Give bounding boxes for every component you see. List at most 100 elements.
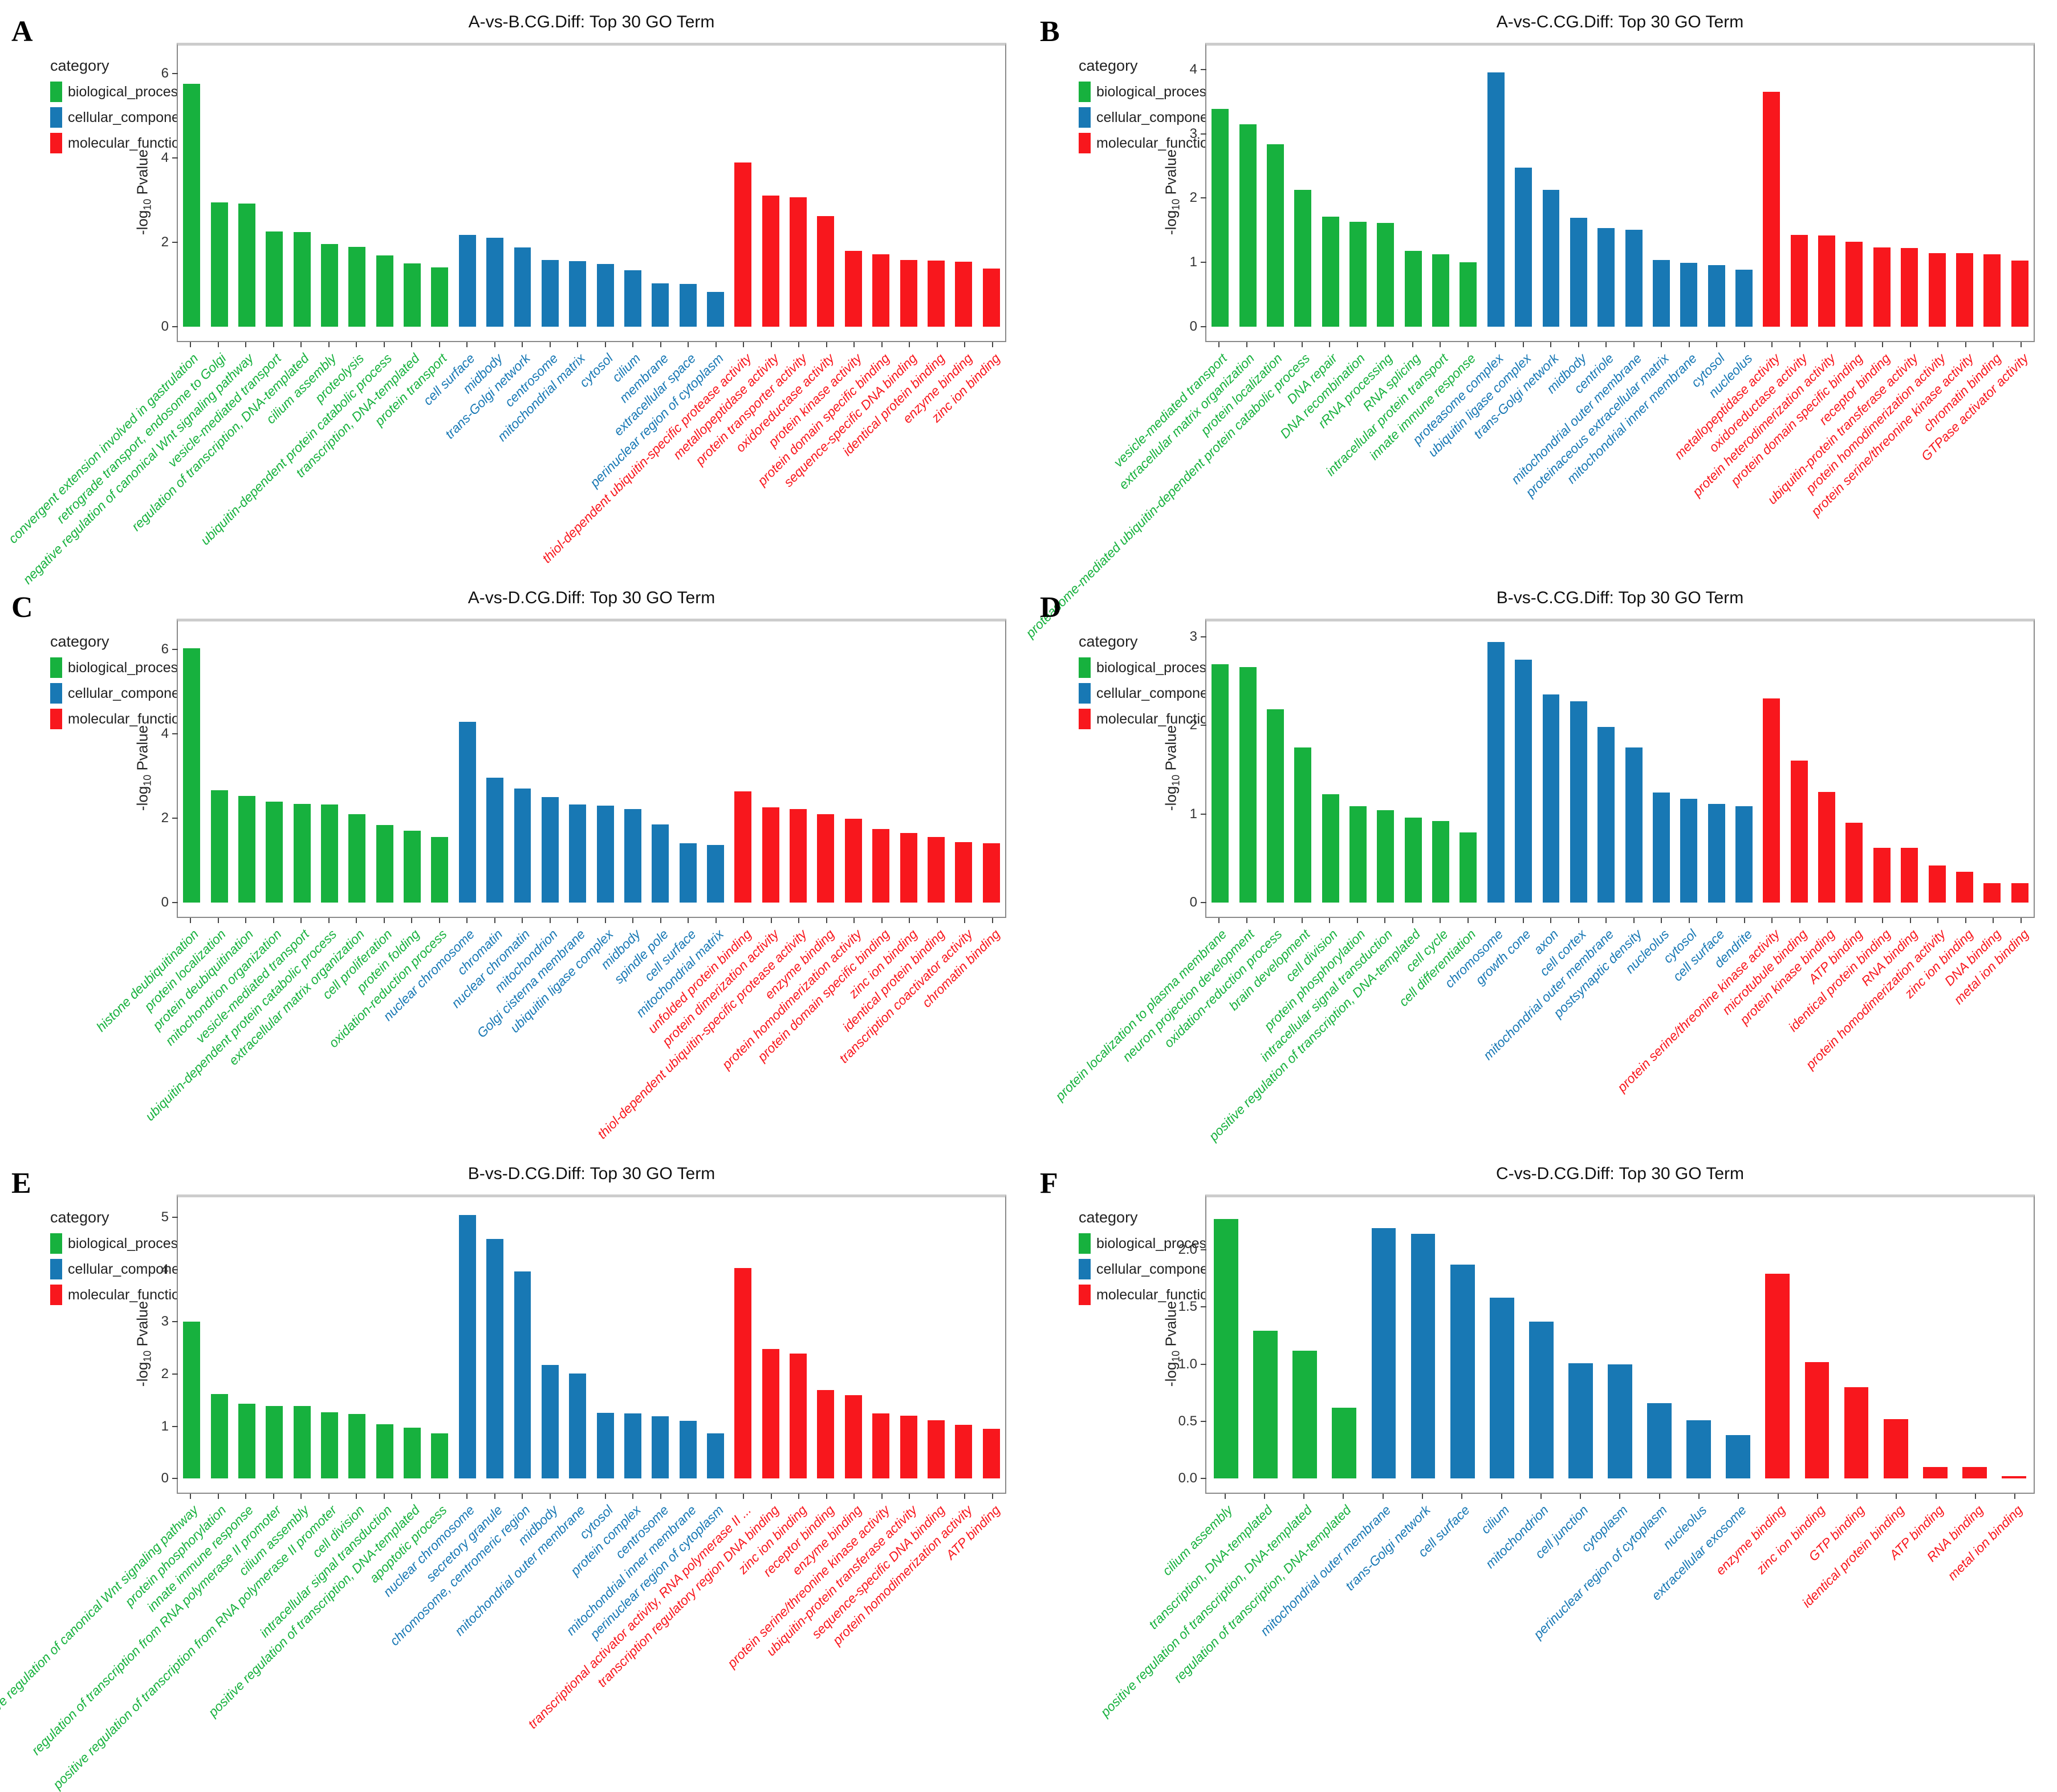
x-tick-slot <box>592 1494 620 1500</box>
bar-slot <box>288 630 315 903</box>
x-tick-mark <box>770 918 772 923</box>
x-tick-slot <box>1561 1494 1600 1500</box>
legend-item: cellular_component <box>50 107 192 128</box>
x-tick-mark <box>217 342 219 347</box>
legend-item: cellular_component <box>50 683 192 704</box>
x-tick-mark <box>1661 342 1662 347</box>
y-tick-label: 2 <box>1189 717 1197 733</box>
x-tick-slot <box>1510 342 1538 348</box>
plot-box: 0 2 4 6 <box>161 43 1006 342</box>
x-tick-slot <box>177 1494 205 1500</box>
bar <box>1625 229 1643 327</box>
bar-slot <box>895 630 922 903</box>
x-tick-mark <box>245 342 247 347</box>
legend: category biological_process cellular_comp… <box>50 633 192 734</box>
y-tick: 3 <box>1190 629 1206 645</box>
bar-slot <box>481 630 509 903</box>
x-tick-mark <box>991 918 993 923</box>
bar <box>1515 660 1532 903</box>
x-tick-mark <box>909 342 910 347</box>
bar <box>1489 1298 1514 1478</box>
bar <box>1253 1331 1278 1478</box>
bar <box>183 1321 201 1478</box>
x-tick-slot <box>1316 918 1344 924</box>
bar <box>844 250 862 327</box>
y-tick-mark <box>1201 1249 1206 1251</box>
x-tick-mark <box>383 918 385 923</box>
y-tick-label: 1 <box>1189 806 1197 822</box>
bar <box>1956 253 1973 327</box>
y-tick: 1.0 <box>1178 1356 1206 1372</box>
x-tick-mark <box>964 918 966 923</box>
legend: category biological_process cellular_comp… <box>50 1209 192 1310</box>
bar <box>1292 1350 1318 1478</box>
legend-title: category <box>50 1209 109 1226</box>
x-tick-mark <box>217 1494 219 1499</box>
bar-slot <box>784 630 812 903</box>
plot-box: 0 1 2 3 <box>1190 619 2035 918</box>
bar-slot <box>674 630 701 903</box>
x-tick-mark <box>688 342 689 347</box>
legend-item: molecular_function <box>50 709 192 729</box>
bar <box>514 247 531 327</box>
y-tick: 3 <box>161 1314 178 1330</box>
bar <box>762 195 779 327</box>
bar-slot <box>1840 630 1868 903</box>
bar <box>1349 222 1367 327</box>
bar <box>1680 263 1698 327</box>
bar <box>955 1424 973 1478</box>
x-tick-slot <box>1758 342 1786 348</box>
x-tick-mark <box>1882 918 1884 923</box>
x-tick-mark <box>245 918 247 923</box>
x-tick-mark <box>438 918 440 923</box>
x-tick-mark <box>1777 1494 1779 1499</box>
bar <box>238 795 255 903</box>
bar <box>982 268 1000 327</box>
legend-item: molecular_function <box>1079 709 1220 729</box>
bar <box>486 237 504 327</box>
x-tick-slot <box>398 1494 426 1500</box>
bar-slot <box>812 630 839 903</box>
x-tick-slot <box>785 918 813 924</box>
bar-slot <box>288 1206 315 1478</box>
x-tick-mark <box>1716 342 1718 347</box>
x-tick-mark <box>1301 342 1303 347</box>
x-tick-mark <box>632 1494 634 1499</box>
x-tick-slot <box>1648 342 1676 348</box>
y-tick: 3 <box>1190 126 1206 142</box>
x-tick-slot <box>619 342 647 348</box>
bar <box>376 824 393 903</box>
x-tick-slot <box>453 918 481 924</box>
x-tick-slot <box>840 342 868 348</box>
bar-slot <box>1400 54 1427 327</box>
y-tick: 1.5 <box>1178 1299 1206 1315</box>
y-tick: 0.0 <box>1178 1470 1206 1486</box>
bar-slot <box>1730 54 1758 327</box>
x-tick-slot <box>1592 918 1620 924</box>
bar-slot <box>757 630 784 903</box>
y-tick-label: 1 <box>1189 254 1197 270</box>
bar-slot <box>1813 630 1840 903</box>
y-tick-label: 0 <box>1189 319 1197 334</box>
legend-swatch-molecular_function <box>50 1285 62 1305</box>
bar-slot <box>840 54 867 327</box>
y-tick-label: 2 <box>161 810 169 826</box>
bar <box>1322 217 1339 327</box>
x-tick-mark <box>688 1494 689 1499</box>
x-axis-ticks <box>1205 342 2035 348</box>
bar <box>1460 262 1477 327</box>
bar-slot <box>757 1206 784 1478</box>
bar <box>872 254 890 327</box>
bar-slot <box>233 1206 261 1478</box>
x-tick-slot <box>979 918 1007 924</box>
bar-slot <box>1896 54 1923 327</box>
bar-slot <box>178 1206 205 1478</box>
bar <box>238 1404 255 1478</box>
x-tick-mark <box>1993 918 1994 923</box>
bar-slot <box>1702 630 1730 903</box>
bar <box>1432 254 1450 327</box>
bar-slot <box>922 54 950 327</box>
bar-slot <box>1234 630 1261 903</box>
bar-slot <box>1285 1206 1324 1478</box>
bar-slot <box>426 1206 453 1478</box>
